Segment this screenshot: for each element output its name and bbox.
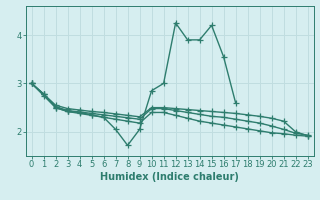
X-axis label: Humidex (Indice chaleur): Humidex (Indice chaleur) [100,172,239,182]
